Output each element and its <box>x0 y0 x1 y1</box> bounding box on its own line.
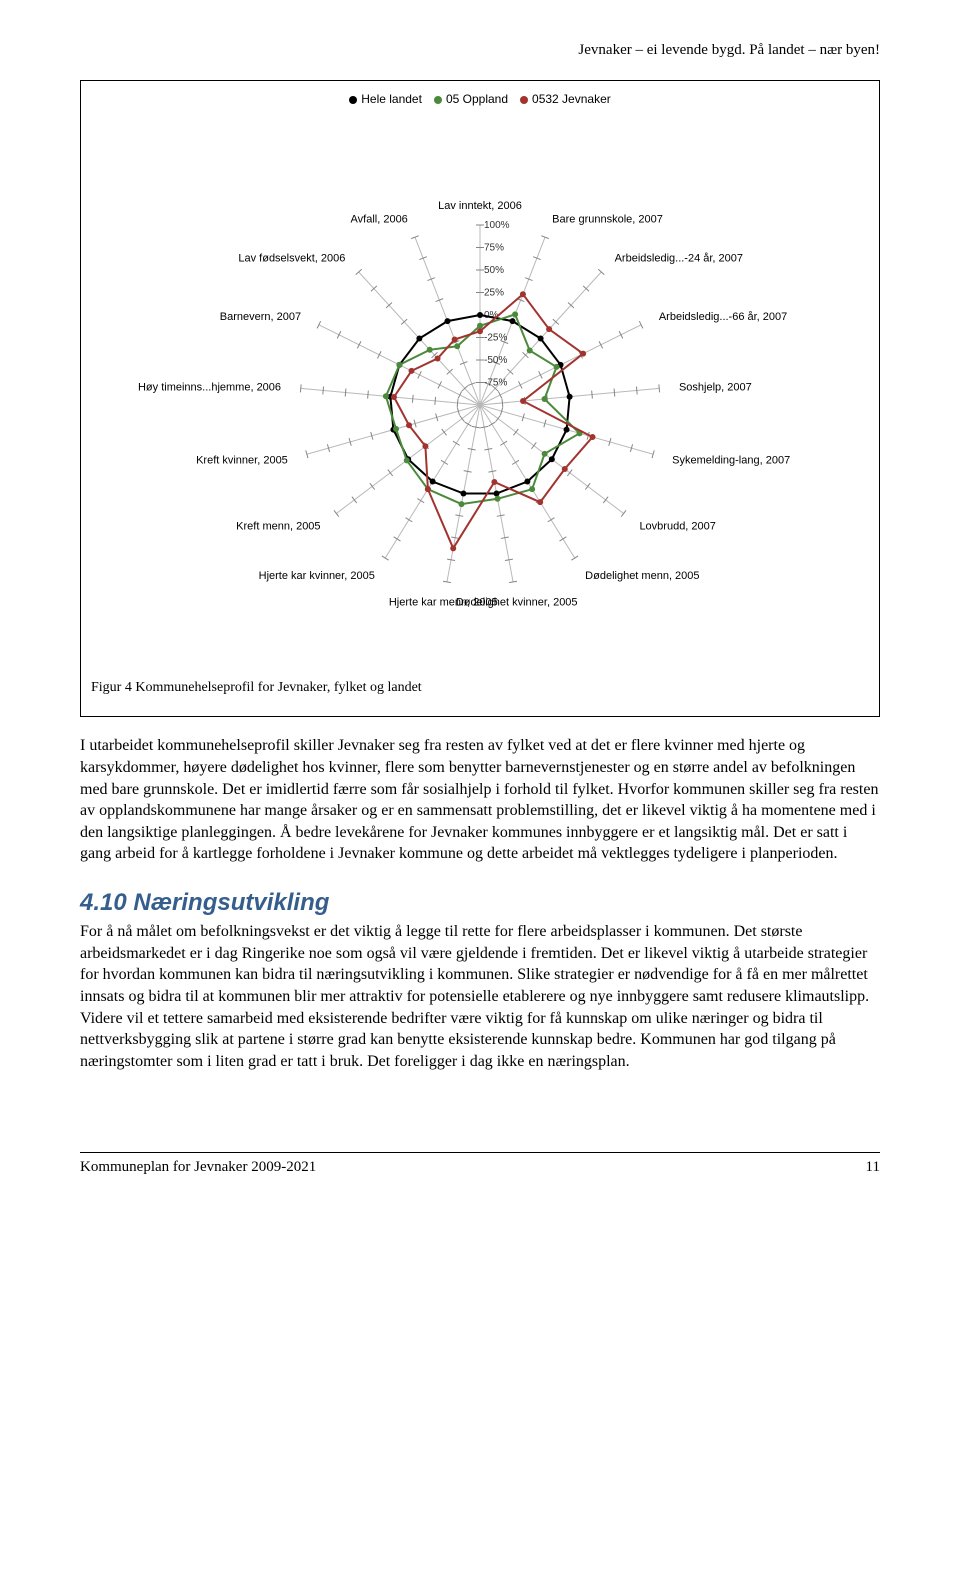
radar-axis-label: Soshjelp, 2007 <box>679 382 752 394</box>
radar-marker <box>512 312 518 318</box>
legend-label: Hele landet <box>361 92 422 106</box>
radar-marker <box>444 319 450 325</box>
radar-marker <box>458 502 464 508</box>
radar-marker <box>425 487 431 493</box>
radar-marker <box>435 356 441 362</box>
radar-marker <box>391 394 397 400</box>
radar-marker <box>564 427 570 433</box>
radar-marker <box>554 364 560 370</box>
radar-axis-label: Barnevern, 2007 <box>220 311 301 323</box>
radar-axis-label: Lav fødselsvekt, 2006 <box>238 253 345 265</box>
legend-label: 05 Oppland <box>446 92 508 106</box>
radar-marker <box>383 394 389 400</box>
radar-marker <box>422 444 428 450</box>
radar-axis-label: Arbeidsledig...-24 år, 2007 <box>615 253 743 265</box>
figure-box: Hele landet 05 Oppland 0532 Jevnaker Lav i… <box>80 80 880 717</box>
radar-marker <box>527 348 533 354</box>
radar-marker <box>450 546 456 552</box>
legend-label: 0532 Jevnaker <box>532 92 611 106</box>
legend-dot-icon <box>520 96 528 104</box>
radar-marker <box>416 336 422 342</box>
radar-marker <box>546 327 552 333</box>
legend-item: Hele landet <box>349 92 422 106</box>
radar-axis-label: Lovbrudd, 2007 <box>639 521 715 533</box>
radar-marker <box>491 479 497 485</box>
radar-marker <box>404 458 410 464</box>
radar-axis-label: Kreft menn, 2005 <box>236 521 320 533</box>
radar-marker <box>430 479 436 485</box>
radar-axis-label: Bare grunnskole, 2007 <box>552 214 663 226</box>
radar-axis-label: Hjerte kar kvinner, 2005 <box>259 570 375 582</box>
radar-marker <box>520 292 526 298</box>
radar-marker <box>477 329 483 335</box>
radar-chart: Lav inntekt, 2006 Bare grunnskole, 2007 Ar… <box>110 115 850 675</box>
legend-dot-icon <box>434 96 442 104</box>
radar-ring-label: 25% <box>484 288 504 299</box>
radar-axis-label: Hjerte kar menn, 2005 <box>389 597 498 609</box>
radar-marker <box>590 434 596 440</box>
section-heading-4-10: 4.10 Næringsutvikling <box>80 887 880 919</box>
radar-marker <box>477 312 483 318</box>
radar-marker <box>494 491 500 497</box>
radar-marker <box>510 319 516 325</box>
radar-marker <box>542 396 548 402</box>
footer-page-number: 11 <box>866 1157 880 1177</box>
chart-legend: Hele landet 05 Oppland 0532 Jevnaker <box>91 91 869 107</box>
radar-ring-label: 50% <box>484 265 504 276</box>
radar-marker <box>396 362 402 368</box>
figure-caption: Figur 4 Kommunehelseprofil for Jevnaker,… <box>91 675 869 706</box>
radar-marker <box>409 368 415 374</box>
radar-marker <box>542 451 548 457</box>
footer-left: Kommuneplan for Jevnaker 2009-2021 <box>80 1157 316 1177</box>
radar-marker <box>454 344 460 350</box>
radar-ring-label: -25% <box>484 333 507 344</box>
radar-ring-label: -75% <box>484 378 507 389</box>
radar-marker <box>529 487 535 493</box>
radar-marker <box>477 323 483 329</box>
radar-axis-label: Avfall, 2006 <box>351 214 408 226</box>
radar-marker <box>538 336 544 342</box>
radar-marker <box>393 426 399 432</box>
radar-ring-label: 75% <box>484 243 504 254</box>
radar-ring-label: 100% <box>484 220 510 231</box>
radar-marker <box>520 398 526 404</box>
radar-axis-label: Kreft kvinner, 2005 <box>196 455 288 467</box>
body-paragraph-1: I utarbeidet kommunehelseprofil skiller … <box>80 735 880 865</box>
legend-dot-icon <box>349 96 357 104</box>
radar-axis-label: Arbeidsledig...-66 år, 2007 <box>659 311 787 323</box>
radar-marker <box>562 466 568 472</box>
radar-marker <box>452 337 458 343</box>
radar-marker <box>537 500 543 506</box>
page-footer: Kommuneplan for Jevnaker 2009-2021 11 <box>80 1152 880 1177</box>
radar-axis-label: Høy timeinns...hjemme, 2006 <box>138 382 281 394</box>
radar-axis-label: Sykemelding-lang, 2007 <box>672 455 790 467</box>
legend-item: 05 Oppland <box>434 92 508 106</box>
legend-item: 0532 Jevnaker <box>520 92 611 106</box>
radar-axis-label: Dødelighet menn, 2005 <box>585 570 699 582</box>
radar-marker <box>427 347 433 353</box>
radar-ring-label: -50% <box>484 355 507 366</box>
radar-marker <box>460 491 466 497</box>
radar-marker <box>549 457 555 463</box>
body-paragraph-2: For å nå målet om befolkningsvekst er de… <box>80 921 880 1072</box>
page-header-slogan: Jevnaker – ei levende bygd. På landet – … <box>80 40 880 60</box>
radar-marker <box>567 394 573 400</box>
radar-marker <box>495 496 501 502</box>
radar-marker <box>580 351 586 357</box>
radar-axis-label: Lav inntekt, 2006 <box>438 201 522 213</box>
radar-marker <box>406 423 412 429</box>
radar-marker <box>524 479 530 485</box>
